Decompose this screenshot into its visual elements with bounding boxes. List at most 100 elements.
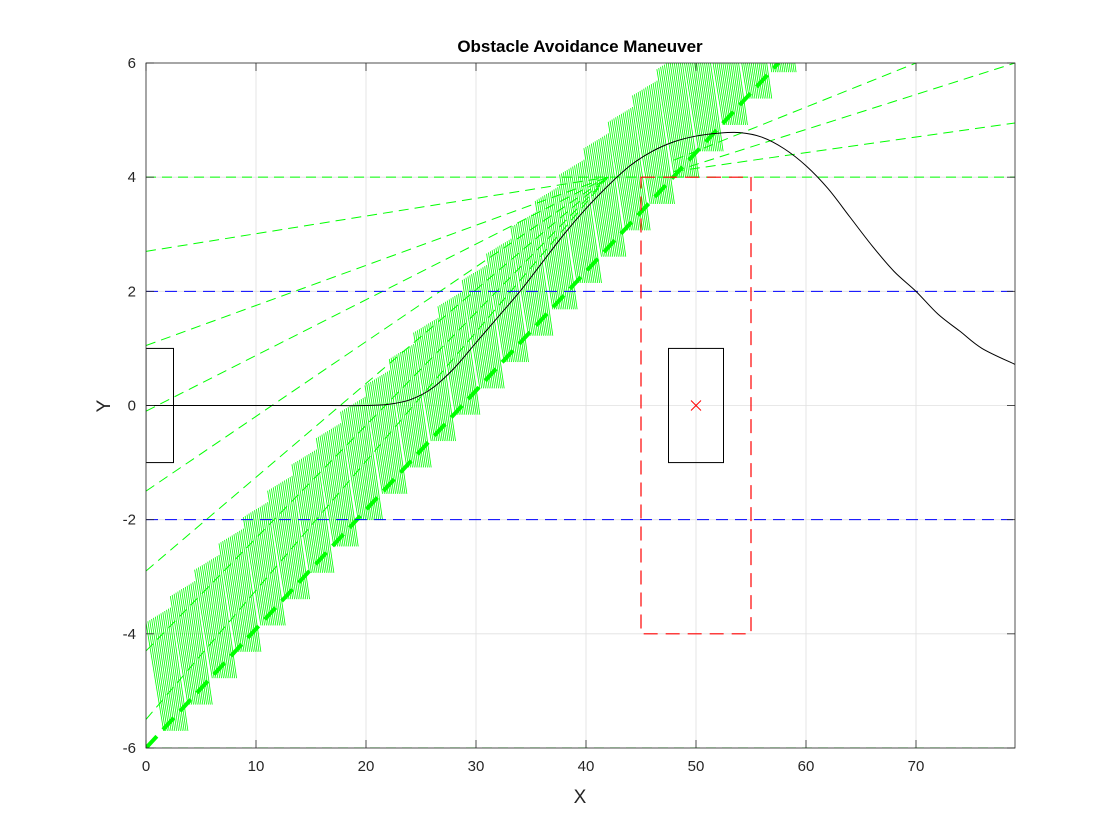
candidate-path-hatch	[493, 248, 513, 363]
candidate-path-hatch	[512, 226, 531, 336]
candidate-path-hatch	[317, 436, 337, 547]
candidate-path-hatch	[242, 528, 262, 652]
candidate-path-hatch	[656, 80, 675, 205]
candidate-path-hatch	[248, 513, 267, 626]
candidate-path-hatch	[257, 507, 277, 626]
candidate-path-hatch	[315, 449, 335, 573]
candidate-path-hatch	[349, 405, 368, 521]
candidate-path-hatch	[323, 433, 342, 547]
candidate-path-hatch	[467, 276, 486, 389]
candidate-path-hatch	[205, 562, 224, 679]
candidate-path-hatch	[418, 329, 438, 442]
candidate-path-hatch	[373, 379, 393, 494]
candidate-path-hatch	[403, 349, 423, 468]
candidate-path-hatch	[516, 223, 535, 336]
candidate-path-hatch	[523, 219, 542, 336]
candidate-path-hatch	[183, 588, 202, 705]
candidate-path-hatch	[254, 510, 273, 626]
candidate-path	[146, 176, 609, 347]
candidate-path-hatch	[650, 84, 670, 205]
candidate-path-hatch	[662, 65, 681, 178]
candidate-path-hatch	[592, 142, 612, 257]
candidate-path-hatch	[321, 434, 340, 547]
candidate-path-hatch	[222, 541, 241, 652]
candidate-path-hatch	[598, 138, 617, 257]
candidate-path-hatch	[544, 195, 563, 310]
candidate-path-hatch	[488, 252, 507, 363]
candidate-path-hatch	[437, 306, 456, 415]
candidate-path-hatch	[602, 136, 621, 257]
candidate-path-hatch	[589, 144, 608, 257]
candidate-path-hatch	[282, 481, 301, 600]
candidate-path-hatch	[343, 409, 363, 521]
candidate-path-hatch	[280, 482, 299, 600]
candidate-path	[673, 63, 917, 161]
candidate-path-hatch	[463, 278, 483, 389]
candidate-path-hatch	[242, 516, 262, 626]
candidate-path-hatch	[561, 173, 580, 284]
candidate-path-hatch	[596, 140, 615, 257]
candidate-path-hatch	[445, 301, 464, 415]
candidate-path-hatch	[647, 86, 666, 205]
candidate-path-hatch	[728, 63, 739, 125]
candidate-path-hatch	[227, 537, 247, 652]
candidate-path-hatch	[482, 267, 501, 389]
candidate-path-hatch	[209, 560, 228, 679]
candidate-path-hatch	[291, 475, 310, 600]
y-tick-label: -4	[123, 626, 136, 643]
candidate-path-hatch	[199, 566, 219, 679]
candidate-path-hatch	[156, 615, 176, 731]
candidate-path-hatch	[413, 344, 432, 468]
candidate-path-hatch	[224, 539, 243, 652]
data-layer	[146, 63, 1015, 748]
candidate-path-hatch	[439, 305, 458, 415]
candidate-path-hatch	[574, 165, 593, 284]
candidate-path-hatch	[355, 402, 374, 521]
candidate-path-hatch	[383, 373, 402, 494]
candidate-path-hatch	[328, 429, 348, 547]
candidate-path-hatch	[473, 273, 492, 389]
candidate-path-hatch	[267, 490, 286, 600]
candidate-path-hatch	[435, 318, 455, 442]
candidate-path-hatch	[585, 146, 604, 257]
candidate-path-hatch	[179, 590, 198, 705]
candidate-path-hatch	[252, 511, 271, 626]
candidate-path-hatch	[415, 331, 434, 442]
candidate-path-hatch	[276, 484, 295, 600]
candidate-path-hatch	[314, 450, 333, 573]
candidate-path-hatch	[747, 63, 754, 99]
candidate-path-hatch	[489, 251, 509, 363]
candidate-path-hatch	[583, 148, 602, 257]
candidate-path-hatch	[375, 378, 395, 494]
candidate-path-hatch	[319, 435, 339, 547]
candidate-path-hatch	[754, 63, 761, 99]
candidate-path-hatch	[392, 356, 412, 468]
candidate-path-hatch	[218, 543, 237, 652]
candidate-path-hatch	[562, 172, 582, 284]
candidate-path-hatch	[345, 408, 365, 521]
candidate-path-hatch	[665, 63, 685, 178]
candidate-path-hatch	[340, 411, 359, 521]
candidate-path-hatch	[525, 218, 544, 336]
candidate-path-hatch	[590, 143, 610, 257]
candidate-path-hatch	[216, 555, 236, 679]
candidate-path	[146, 176, 609, 252]
candidate-path-hatch	[212, 558, 232, 679]
candidate-path-hatch	[572, 166, 591, 284]
candidate-path-hatch	[211, 559, 230, 679]
y-tick-label: 2	[128, 283, 136, 300]
candidate-path-hatch	[377, 377, 397, 494]
candidate-path-hatch	[718, 63, 730, 125]
candidate-path-hatch	[510, 238, 529, 363]
candidate-path-hatch	[169, 607, 189, 731]
candidate-path-hatch	[708, 63, 722, 152]
candidate-path-hatch	[587, 145, 606, 257]
x-tick-label: 70	[908, 758, 925, 775]
y-tick-label: 6	[128, 55, 136, 72]
candidate-path-hatch	[304, 456, 324, 573]
candidate-path-hatch	[295, 461, 314, 573]
candidate-path	[146, 176, 609, 412]
candidate-path-hatch	[660, 66, 679, 178]
candidate-path-hatch	[722, 63, 733, 125]
